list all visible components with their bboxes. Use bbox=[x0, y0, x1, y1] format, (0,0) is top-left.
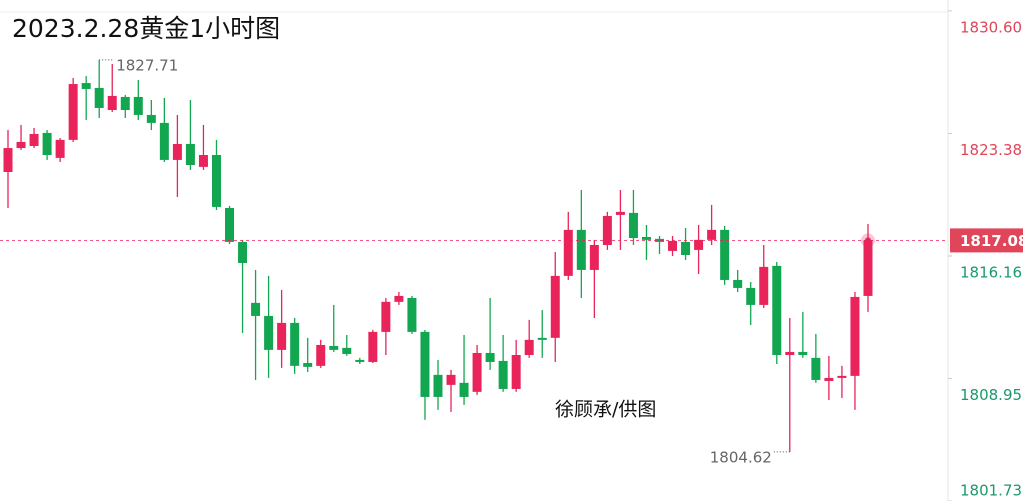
candle-body bbox=[277, 322, 287, 350]
candle-body bbox=[81, 83, 91, 89]
candle-body bbox=[368, 331, 378, 362]
y-tick-label: 1816.16 bbox=[960, 264, 1022, 282]
candle-body bbox=[198, 155, 208, 167]
candle-body bbox=[837, 375, 847, 378]
candle-body bbox=[16, 141, 26, 149]
candle-body bbox=[681, 241, 691, 255]
candle-body bbox=[107, 95, 117, 111]
candle-body bbox=[120, 96, 130, 111]
candle-body bbox=[355, 359, 365, 362]
candle-body bbox=[133, 96, 143, 115]
candle-body bbox=[172, 143, 182, 160]
min-label: 1804.62 bbox=[710, 448, 772, 466]
candle-body bbox=[290, 322, 300, 366]
candle-body bbox=[498, 360, 508, 389]
candle-body bbox=[628, 212, 638, 239]
candle-body bbox=[707, 229, 717, 240]
candle-body bbox=[185, 143, 195, 166]
candle-body bbox=[446, 374, 456, 385]
candle-body bbox=[329, 345, 339, 350]
candle-body bbox=[303, 362, 313, 367]
candle-body bbox=[225, 207, 235, 242]
candle-body bbox=[798, 351, 808, 355]
candle-body bbox=[459, 382, 469, 397]
candle-body bbox=[641, 237, 651, 240]
candle-body bbox=[576, 229, 586, 270]
candle-body bbox=[29, 133, 39, 147]
candle-body bbox=[342, 347, 352, 354]
candle-body bbox=[668, 240, 678, 251]
candle-body bbox=[394, 295, 404, 302]
candle-body bbox=[824, 377, 834, 381]
last-price-label: 1817.08 bbox=[960, 232, 1023, 250]
candle-body bbox=[3, 148, 13, 172]
candle-body bbox=[537, 337, 547, 340]
candle-body bbox=[733, 279, 743, 288]
candle-body bbox=[694, 239, 704, 250]
candle-body bbox=[511, 354, 521, 389]
candle-body bbox=[615, 211, 625, 215]
max-label: 1827.71 bbox=[116, 56, 178, 74]
candle-body bbox=[381, 301, 391, 332]
y-tick-label: 1801.73 bbox=[960, 482, 1022, 500]
chart-title: 2023.2.28黄金1小时图 bbox=[12, 14, 280, 43]
y-tick-label: 1808.95 bbox=[960, 386, 1022, 404]
candle-body bbox=[785, 351, 795, 355]
candle-body bbox=[720, 229, 730, 280]
candle-body bbox=[589, 244, 599, 270]
candle-body bbox=[211, 155, 221, 207]
candle-body bbox=[407, 297, 417, 332]
candle-body bbox=[472, 352, 482, 392]
candle-body bbox=[68, 84, 78, 140]
candle-body bbox=[563, 229, 573, 276]
candle-body bbox=[550, 275, 560, 338]
candle-body bbox=[251, 302, 261, 316]
candle-body bbox=[420, 331, 430, 397]
y-tick-label: 1830.60 bbox=[960, 18, 1022, 36]
candle-body bbox=[316, 344, 326, 366]
candle-body bbox=[146, 114, 156, 123]
last-price-box bbox=[950, 228, 1023, 253]
candle-body bbox=[264, 315, 274, 350]
candle-body bbox=[811, 357, 821, 380]
candle-body bbox=[159, 122, 169, 160]
candle-body bbox=[485, 352, 495, 362]
y-tick-label: 1823.38 bbox=[960, 141, 1022, 159]
candle-body bbox=[524, 339, 534, 355]
candle-body bbox=[238, 241, 248, 263]
candle-body bbox=[433, 374, 443, 397]
candle-body bbox=[746, 287, 756, 305]
candle-body bbox=[55, 139, 65, 158]
candle-body bbox=[772, 265, 782, 355]
candle-body bbox=[94, 87, 104, 108]
candle-body bbox=[655, 238, 664, 242]
candle-body bbox=[42, 132, 52, 156]
candle-body bbox=[850, 296, 860, 376]
candle-body bbox=[759, 266, 769, 305]
candle-body bbox=[602, 215, 612, 245]
candle-body bbox=[863, 240, 873, 296]
last-price-dot bbox=[864, 237, 871, 244]
watermark: 徐顾承/供图 bbox=[555, 399, 656, 421]
